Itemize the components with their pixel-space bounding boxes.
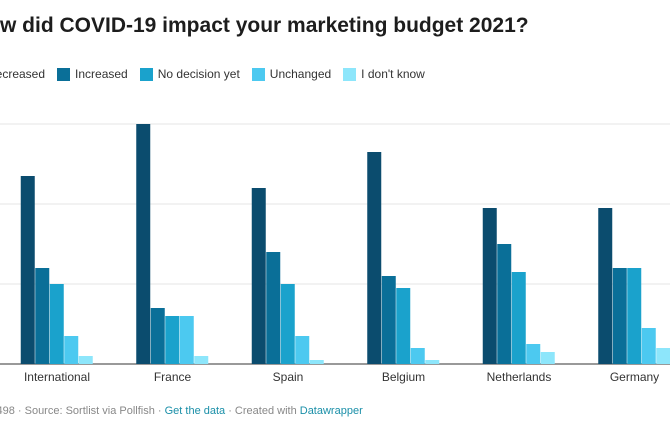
bar-netherlands-i-don-t-know[interactable] [540,352,555,364]
bar-belgium-increased[interactable] [381,276,396,364]
chart-footer: N = 498 · Source: Sortlist via Pollfish … [0,405,363,417]
bar-international-increased[interactable] [35,268,50,364]
legend-item-unchanged: Unchanged [251,67,332,81]
bar-germany-unchanged[interactable] [641,328,656,364]
bar-spain-increased[interactable] [266,252,281,364]
bar-france-unchanged[interactable] [179,316,194,364]
x-tick-label-france: France [154,370,192,384]
x-tick-label-netherlands: Netherlands [487,370,552,384]
bar-france-increased[interactable] [150,308,165,364]
x-tick-label-international: International [24,370,90,384]
x-tick-label-germany: Germany [610,370,659,384]
legend-label-decreased: Decreased [0,67,46,81]
bar-netherlands-decreased[interactable] [482,208,497,364]
legend-label-increased: Increased [75,67,128,81]
bar-germany-increased[interactable] [612,268,627,364]
chart-title: How did COVID-19 impact your marketing b… [0,14,529,37]
bar-netherlands-unchanged[interactable] [526,344,541,364]
bar-france-i-don-t-know[interactable] [194,356,209,364]
legend-label-unchanged: Unchanged [269,67,332,81]
legend-swatch-increased [57,67,71,81]
legend-label-no-decision: No decision yet [157,67,240,81]
bar-belgium-unchanged[interactable] [410,348,425,364]
legend-item-no-decision: No decision yet [139,67,240,81]
bar-international-i-don-t-know[interactable] [78,356,93,364]
footer-source: N = 498 · Source: Sortlist via Pollfish … [0,405,162,417]
bar-france-decreased[interactable] [136,124,151,364]
x-tick-label-spain: Spain [273,370,304,384]
legend-item-decreased: Decreased [0,67,45,81]
bar-spain-i-don-t-know[interactable] [309,360,324,364]
bar-netherlands-increased[interactable] [497,244,512,364]
legend-item-dont-know: I don't know [343,67,425,81]
get-data-link[interactable]: Get the data [164,405,226,417]
legend-swatch-unchanged [251,67,265,81]
bar-belgium-no-decision-yet[interactable] [396,288,411,364]
bar-international-unchanged[interactable] [64,336,79,364]
bar-spain-no-decision-yet[interactable] [280,284,295,364]
legend-swatch-dont-know [343,67,357,81]
datawrapper-link[interactable]: Datawrapper [299,405,363,417]
bar-netherlands-no-decision-yet[interactable] [511,272,526,364]
legend-label-dont-know: I don't know [361,67,425,81]
bar-spain-unchanged[interactable] [295,336,310,364]
bar-france-no-decision-yet[interactable] [165,316,180,364]
bar-germany-i-don-t-know[interactable] [656,348,670,364]
legend-swatch-no-decision [139,67,153,81]
bar-belgium-i-don-t-know[interactable] [425,360,440,364]
bar-germany-decreased[interactable] [598,208,613,364]
legend-item-increased: Increased [57,67,128,81]
legend: Decreased Increased No decision yet Unch… [0,66,437,82]
bar-spain-decreased[interactable] [251,188,266,364]
bar-international-decreased[interactable] [20,176,35,364]
bar-international-no-decision-yet[interactable] [49,284,64,364]
x-tick-label-belgium: Belgium [382,370,425,384]
bar-belgium-decreased[interactable] [367,152,382,364]
footer-created-with: · Created with [225,405,300,417]
bar-germany-no-decision-yet[interactable] [627,268,642,364]
